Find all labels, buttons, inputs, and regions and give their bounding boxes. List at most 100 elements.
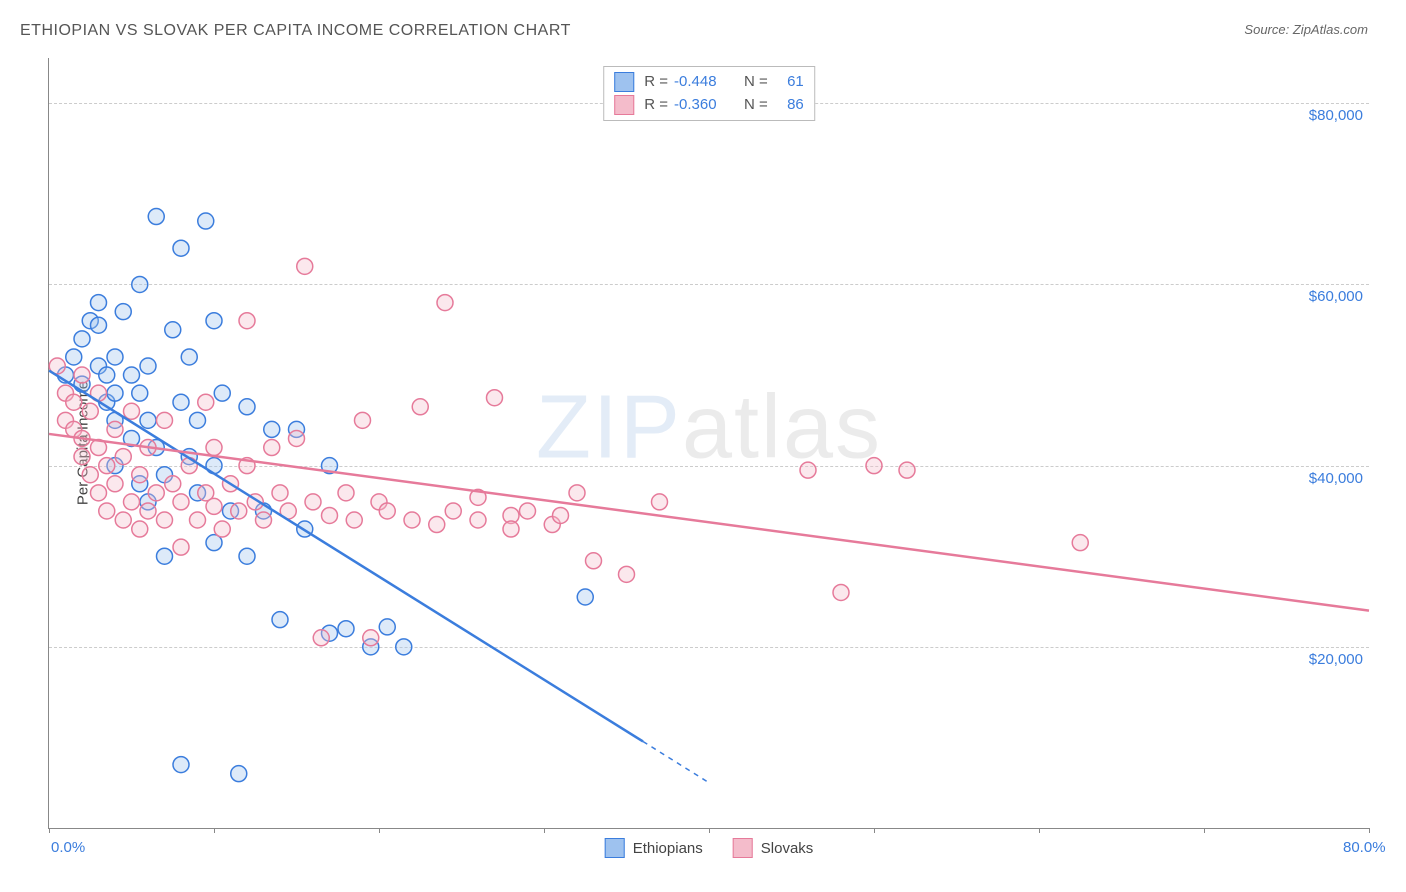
scatter-point <box>619 566 635 582</box>
scatter-point <box>487 390 503 406</box>
scatter-point <box>404 512 420 528</box>
r-label: R = <box>644 71 668 94</box>
scatter-point <box>313 630 329 646</box>
r-label: R = <box>644 94 668 117</box>
scatter-point <box>74 449 90 465</box>
scatter-point <box>190 412 206 428</box>
scatter-point <box>66 394 82 410</box>
scatter-point <box>82 403 98 419</box>
scatter-point <box>520 503 536 519</box>
legend-swatch-slovaks <box>733 838 753 858</box>
x-tick <box>214 828 215 833</box>
scatter-point <box>899 462 915 478</box>
scatter-point <box>429 517 445 533</box>
source-attribution: Source: ZipAtlas.com <box>1244 22 1368 37</box>
legend-swatch-ethiopians <box>605 838 625 858</box>
x-tick <box>1204 828 1205 833</box>
scatter-point <box>115 304 131 320</box>
x-tick <box>709 828 710 833</box>
scatter-point <box>239 313 255 329</box>
scatter-point <box>115 449 131 465</box>
legend-top-row-1: R = -0.360 N = 86 <box>614 94 804 117</box>
scatter-point <box>74 331 90 347</box>
scatter-point <box>652 494 668 510</box>
scatter-svg <box>49 58 1369 828</box>
scatter-point <box>355 412 371 428</box>
scatter-point <box>239 399 255 415</box>
n-label: N = <box>744 94 768 117</box>
n-value-0: 61 <box>774 71 804 94</box>
scatter-point <box>214 521 230 537</box>
scatter-point <box>272 612 288 628</box>
scatter-point <box>140 503 156 519</box>
scatter-point <box>173 539 189 555</box>
scatter-point <box>165 476 181 492</box>
scatter-point <box>800 462 816 478</box>
scatter-point <box>412 399 428 415</box>
scatter-point <box>107 421 123 437</box>
scatter-point <box>569 485 585 501</box>
legend-swatch-0 <box>614 72 634 92</box>
legend-top: R = -0.448 N = 61 R = -0.360 N = 86 <box>603 66 815 121</box>
scatter-point <box>165 322 181 338</box>
legend-bottom: Ethiopians Slovaks <box>605 838 814 858</box>
scatter-point <box>214 385 230 401</box>
legend-top-row-0: R = -0.448 N = 61 <box>614 71 804 94</box>
scatter-point <box>132 276 148 292</box>
x-tick <box>1039 828 1040 833</box>
scatter-point <box>206 498 222 514</box>
scatter-point <box>173 240 189 256</box>
scatter-point <box>181 458 197 474</box>
scatter-point <box>91 485 107 501</box>
scatter-point <box>503 521 519 537</box>
scatter-point <box>338 485 354 501</box>
scatter-point <box>346 512 362 528</box>
scatter-point <box>190 512 206 528</box>
x-tick-label: 0.0% <box>51 839 85 856</box>
x-tick-label: 80.0% <box>1343 839 1386 856</box>
legend-swatch-1 <box>614 95 634 115</box>
scatter-point <box>833 584 849 600</box>
scatter-point <box>91 295 107 311</box>
scatter-point <box>181 349 197 365</box>
x-tick <box>49 828 50 833</box>
source-label: Source: <box>1244 22 1289 37</box>
scatter-point <box>256 512 272 528</box>
scatter-point <box>198 394 214 410</box>
scatter-point <box>264 440 280 456</box>
x-tick <box>544 828 545 833</box>
scatter-point <box>115 512 131 528</box>
scatter-point <box>1072 535 1088 551</box>
scatter-point <box>305 494 321 510</box>
scatter-point <box>322 507 338 523</box>
scatter-point <box>577 589 593 605</box>
scatter-point <box>198 213 214 229</box>
scatter-point <box>157 512 173 528</box>
scatter-point <box>379 503 395 519</box>
legend-item-ethiopians: Ethiopians <box>605 838 703 858</box>
scatter-point <box>173 757 189 773</box>
scatter-point <box>264 421 280 437</box>
scatter-point <box>157 548 173 564</box>
scatter-point <box>107 385 123 401</box>
scatter-point <box>586 553 602 569</box>
trend-line-dashed <box>643 741 709 782</box>
scatter-point <box>124 403 140 419</box>
scatter-point <box>148 485 164 501</box>
trend-line <box>49 371 643 742</box>
scatter-point <box>231 766 247 782</box>
legend-item-slovaks: Slovaks <box>733 838 814 858</box>
scatter-point <box>866 458 882 474</box>
source-value: ZipAtlas.com <box>1293 22 1368 37</box>
scatter-point <box>99 367 115 383</box>
scatter-point <box>289 430 305 446</box>
scatter-point <box>206 313 222 329</box>
x-tick <box>874 828 875 833</box>
scatter-point <box>553 507 569 523</box>
scatter-point <box>173 394 189 410</box>
scatter-point <box>124 494 140 510</box>
scatter-point <box>379 619 395 635</box>
scatter-point <box>148 209 164 225</box>
scatter-point <box>124 367 140 383</box>
scatter-point <box>82 467 98 483</box>
